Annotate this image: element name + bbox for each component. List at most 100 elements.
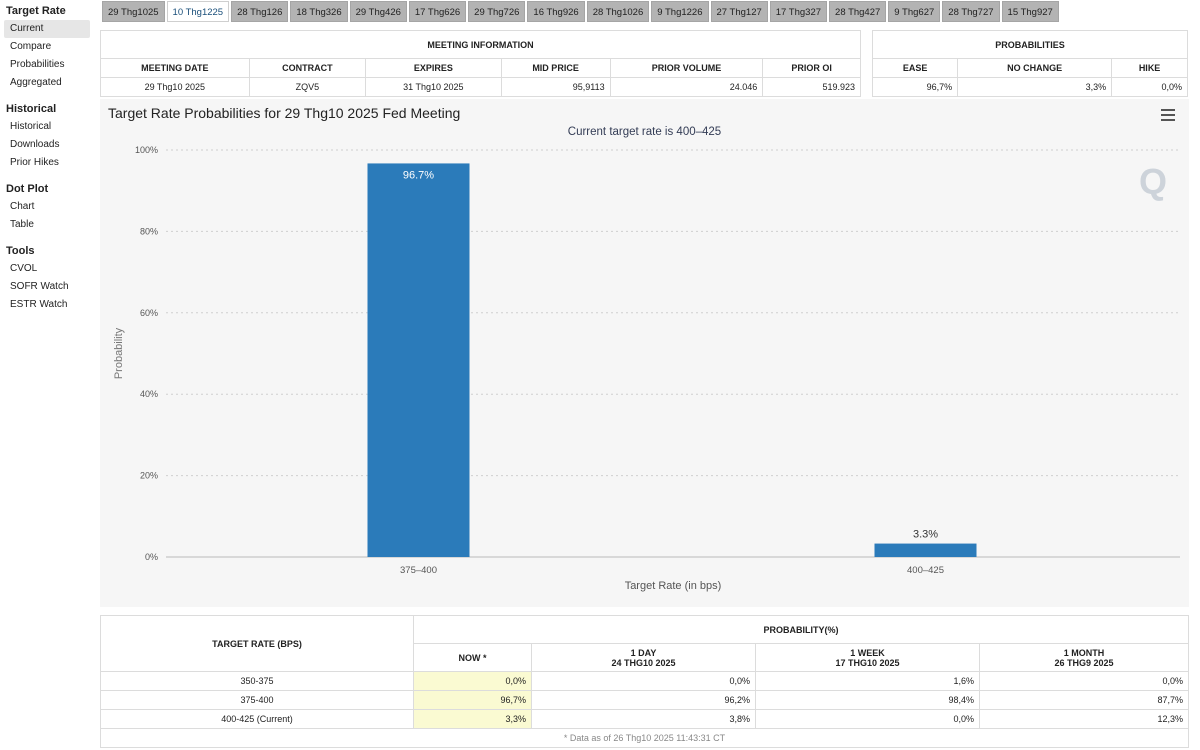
mid-price-value: 95,9113 [500,77,611,97]
sidebar-section-title: Dot Plot [6,183,49,195]
probability-period-header: 1 MONTH 26 THG9 2025 [979,643,1189,672]
tab-meeting-date[interactable]: 27 Thg127 [710,1,768,22]
mid-price-header: MID PRICE [500,58,611,78]
probability-cell: 96,2% [531,690,756,710]
tab-meeting-date[interactable]: 10 Thg1225 [166,1,230,22]
table-row: 350-375 0,0% 0,0% 1,6% 0,0% [100,671,1189,691]
period-date: 24 THG10 2025 [611,657,676,668]
target-rate-probability-table: TARGET RATE (BPS) PROBABILITY(%) NOW * 1… [100,615,1189,748]
target-rate-cell: 400-425 (Current) [100,709,414,729]
meeting-information-table: MEETING INFORMATION MEETING DATE CONTRAC… [100,30,861,97]
tab-meeting-date[interactable]: 29 Thg726 [468,1,526,22]
no-change-value: 3,3% [957,77,1113,97]
probability-cell: 0,0% [531,671,756,691]
sidebar-item-prior-hikes[interactable]: Prior Hikes [10,157,59,168]
expires-value: 31 Thg10 2025 [365,77,502,97]
y-tick-label: 20% [140,471,158,481]
probability-period-header: NOW * [413,643,532,672]
prior-oi-value: 519.923 [762,77,861,97]
meeting-information-title: MEETING INFORMATION [100,30,861,59]
period-label: NOW * [458,652,487,663]
y-tick-label: 80% [140,226,158,236]
x-tick-label: 400–425 [907,565,944,576]
probability-chart: 0% 20% 40% 60% 80% 100% 96.7% 375–400 3.3% 400–42… [100,99,1189,607]
chart-canvas: 0% 20% 40% 60% 80% 100% 96.7% 375–400 3.3% 400–42… [113,145,1180,592]
rate-rows: 350-375 0,0% 0,0% 1,6% 0,0% 375-400 96,7% 96… [100,671,1189,729]
probability-period-header: 1 DAY 24 THG10 2025 [531,643,756,672]
probability-cell: 3,3% [413,709,532,729]
tab-meeting-date[interactable]: 29 Thg426 [349,1,407,22]
y-tick-label: 100% [135,145,158,155]
tab-meeting-date[interactable]: 9 Thg627 [888,1,941,22]
table-row: 400-425 (Current) 3,3% 3,8% 0,0% 12,3% [100,709,1189,729]
period-label: 1 MONTH [1063,647,1105,658]
y-axis-title: Probability [113,327,125,379]
bar-375–400 [367,163,470,557]
contract-value: ZQV5 [248,77,367,97]
sidebar-section-title: Target Rate [6,5,66,17]
data-footnote: * Data as of 26 Thg10 2025 11:43:31 CT [100,728,1189,748]
tab-meeting-date[interactable]: 17 Thg327 [769,1,828,22]
period-date: 26 THG9 2025 [1054,657,1114,668]
data-label: 96.7% [403,169,434,181]
sidebar-item-cvol[interactable]: CVOL [10,263,38,274]
hike-value: 0,0% [1111,77,1188,97]
hike-header: HIKE [1111,58,1188,78]
meeting-date-header: MEETING DATE [100,58,250,78]
no-change-header: NO CHANGE [957,58,1113,78]
sidebar-item-compare[interactable]: Compare [10,41,52,52]
tab-meeting-date[interactable]: 9 Thg1226 [651,1,709,22]
probabilities-title: PROBABILITIES [872,30,1188,59]
target-rate-header: TARGET RATE (BPS) [100,615,414,672]
meeting-date-value: 29 Thg10 2025 [100,77,250,97]
sidebar-section-title: Tools [6,245,35,257]
chart-menu-icon[interactable] [1161,109,1175,121]
prior-volume-value: 24.046 [609,77,764,97]
tab-meeting-date[interactable]: 28 Thg727 [942,1,1000,22]
sidebar-item-probabilities[interactable]: Probabilities [10,59,65,70]
probability-cell: 3,8% [531,709,756,729]
tab-meeting-date[interactable]: 18 Thg326 [290,1,348,22]
period-label: 1 WEEK [850,647,885,658]
y-tick-label: 40% [140,389,158,399]
ease-header: EASE [871,58,959,78]
ease-value: 96,7% [871,77,959,97]
sidebar-section-title: Historical [6,103,57,115]
tab-meeting-date[interactable]: 15 Thg927 [1001,1,1059,22]
probability-header: PROBABILITY(%) [413,615,1189,644]
probability-cell: 1,6% [755,671,980,691]
sidebar-item-table[interactable]: Table [10,219,34,230]
tab-meeting-date[interactable]: 28 Thg427 [829,1,887,22]
probabilities-table: PROBABILITIES EASE NO CHANGE HIKE 96,7% … [871,30,1188,97]
sidebar-item-sofr-watch[interactable]: SOFR Watch [10,281,69,292]
x-axis-title: Target Rate (in bps) [625,580,722,592]
sidebar-item-historical[interactable]: Historical [10,121,52,132]
sidebar-item-chart[interactable]: Chart [10,201,35,212]
tab-meeting-date[interactable]: 17 Thg626 [408,1,467,22]
sidebar-item-current[interactable]: Current [4,20,90,38]
bar-400–425 [874,543,977,557]
prior-volume-header: PRIOR VOLUME [609,58,764,78]
chart-subtitle: Current target rate is 400–425 [567,126,722,138]
probability-cell: 87,7% [979,690,1189,710]
target-rate-cell: 375-400 [100,690,414,710]
probability-cell: 0,0% [413,671,532,691]
tab-meeting-date[interactable]: 28 Thg126 [231,1,289,22]
data-label: 3.3% [913,529,938,541]
probability-cell: 98,4% [755,690,980,710]
y-tick-label: 0% [145,552,158,562]
probability-period-header: 1 WEEK 17 THG10 2025 [755,643,980,672]
target-rate-cell: 350-375 [100,671,414,691]
probability-cell: 12,3% [979,709,1189,729]
tab-meeting-date[interactable]: 29 Thg1025 [102,1,165,22]
chart-title: Target Rate Probabilities for 29 Thg10 2… [108,105,461,121]
meeting-date-tabs: 29 Thg1025 10 Thg1225 28 Thg126 18 Thg326 29… [102,1,1059,23]
sidebar: Target Rate Current Compare Probabilities Ag… [0,0,96,750]
tab-meeting-date[interactable]: 28 Thg1026 [586,1,650,22]
sidebar-item-aggregated[interactable]: Aggregated [10,77,62,88]
y-tick-label: 60% [140,308,158,318]
tab-meeting-date[interactable]: 16 Thg926 [527,1,585,22]
sidebar-item-estr-watch[interactable]: ESTR Watch [10,299,68,310]
sidebar-item-downloads[interactable]: Downloads [10,139,60,150]
probability-cell: 96,7% [413,690,532,710]
